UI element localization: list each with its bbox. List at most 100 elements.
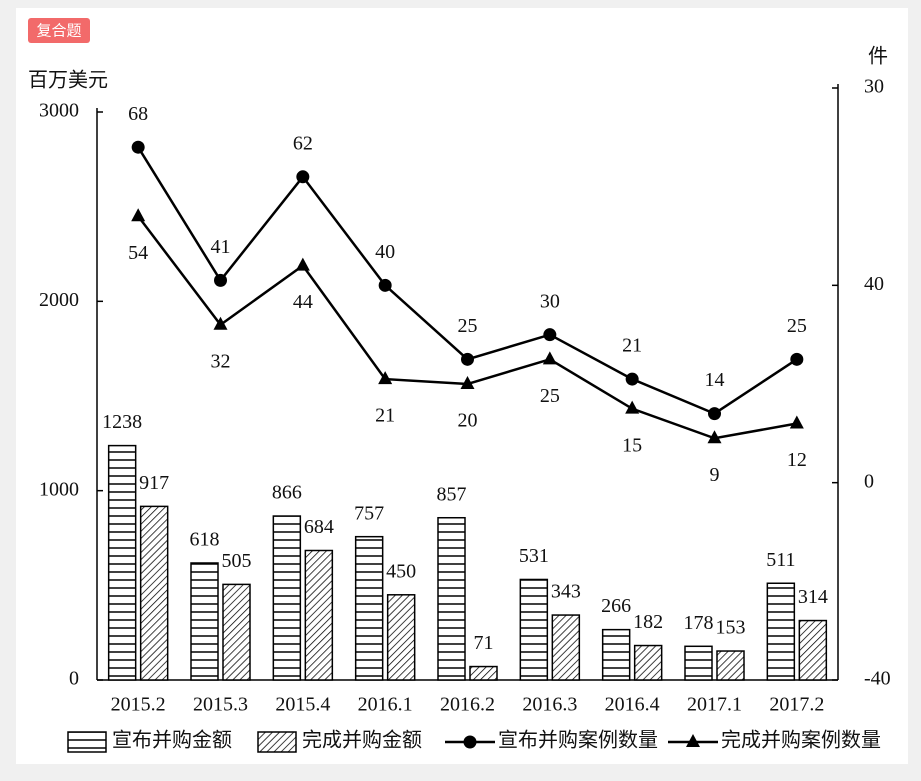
data-label: 314: [798, 586, 828, 608]
marker: [296, 170, 310, 184]
bar: [437, 516, 466, 681]
legend-label: 完成并购金额: [302, 729, 422, 752]
data-label: 857: [437, 483, 467, 505]
marker: [213, 316, 228, 330]
marker: [542, 351, 557, 365]
data-label: 20: [458, 410, 478, 432]
bar: [386, 594, 416, 681]
data-label: 153: [716, 617, 746, 639]
data-label: 41: [211, 236, 231, 258]
bar: [798, 619, 828, 681]
x-tick-label: 2015.2: [111, 694, 166, 716]
marker: [789, 415, 804, 429]
marker: [460, 376, 475, 389]
legend-swatch: [67, 731, 107, 753]
data-label: 71: [474, 632, 494, 654]
marker: [131, 140, 145, 154]
data-label: 30: [540, 290, 560, 312]
data-label: 15: [622, 434, 642, 456]
marker: [625, 372, 639, 386]
x-tick-label: 2016.2: [440, 694, 495, 716]
x-tick-label: 2017.1: [687, 694, 742, 716]
marker: [461, 352, 474, 366]
bar: [633, 644, 663, 681]
data-label: 62: [293, 132, 313, 154]
x-tick-label: 2016.1: [358, 694, 413, 716]
y-tick-label: 1000: [39, 478, 79, 500]
y2-axis-label: 件: [868, 45, 888, 68]
y-tick-label: 3000: [39, 100, 79, 122]
bar: [716, 650, 745, 681]
data-label: 9: [710, 464, 720, 486]
data-label: 450: [386, 560, 416, 582]
data-label: 266: [601, 595, 631, 617]
legend-label: 完成并购案例数量: [721, 729, 881, 752]
bar: [519, 578, 549, 681]
data-label: 21: [622, 335, 642, 357]
data-label: 511: [766, 549, 795, 571]
marker: [378, 278, 392, 292]
x-tick-label: 2016.3: [522, 694, 577, 716]
legend-marker: [686, 734, 700, 747]
data-label: 14: [705, 369, 725, 391]
data-label: 684: [304, 516, 334, 538]
y2-tick-label: -40: [864, 668, 891, 690]
bar: [469, 665, 498, 681]
bar: [354, 535, 384, 681]
bar: [139, 505, 169, 681]
data-label: 68: [128, 103, 148, 125]
data-label: 178: [684, 612, 714, 634]
marker: [625, 400, 640, 414]
bar: [304, 549, 334, 681]
bar: [551, 614, 581, 681]
data-label: 182: [633, 611, 663, 633]
legend-marker: [463, 735, 477, 749]
badge: 复合题: [36, 22, 81, 40]
marker: [131, 208, 146, 222]
marker: [790, 352, 804, 366]
data-label: 25: [458, 315, 478, 337]
data-label: 757: [354, 502, 384, 524]
bar: [766, 582, 796, 681]
y2-tick-label: 0: [864, 470, 874, 492]
data-label: 917: [139, 472, 169, 494]
x-tick-label: 2015.4: [275, 694, 330, 716]
data-label: 25: [540, 385, 560, 407]
data-label: 44: [293, 291, 313, 313]
y2-tick-label: 30: [864, 76, 884, 98]
data-label: 866: [272, 482, 302, 504]
x-tick-label: 2017.2: [769, 694, 824, 716]
data-label: 54: [128, 242, 148, 264]
marker: [378, 371, 393, 385]
bar: [601, 628, 631, 681]
data-label: 1238: [102, 411, 142, 433]
data-label: 21: [375, 405, 395, 427]
data-label: 343: [551, 581, 581, 603]
marker: [214, 273, 227, 287]
marker: [708, 407, 721, 421]
bar: [272, 515, 302, 681]
bar: [107, 444, 137, 681]
legend-label: 宣布并购金额: [112, 729, 232, 752]
data-label: 32: [211, 350, 231, 372]
legend-swatch: [257, 731, 297, 753]
marker: [707, 430, 722, 444]
data-label: 12: [787, 449, 807, 471]
marker: [295, 257, 310, 271]
data-label: 531: [519, 545, 549, 567]
bar: [684, 645, 713, 681]
data-label: 25: [787, 315, 807, 337]
legend-label: 宣布并购案例数量: [498, 729, 658, 752]
x-tick-label: 2016.4: [605, 694, 660, 716]
data-label: 618: [190, 529, 220, 551]
y-tick-label: 2000: [39, 289, 79, 311]
y2-tick-label: 40: [864, 273, 884, 295]
badge-bg: [28, 18, 90, 43]
y-axis-label: 百万美元: [28, 69, 108, 92]
bar: [222, 583, 251, 681]
marker: [543, 328, 557, 342]
x-tick-label: 2015.3: [193, 694, 248, 716]
bar: [190, 562, 219, 681]
